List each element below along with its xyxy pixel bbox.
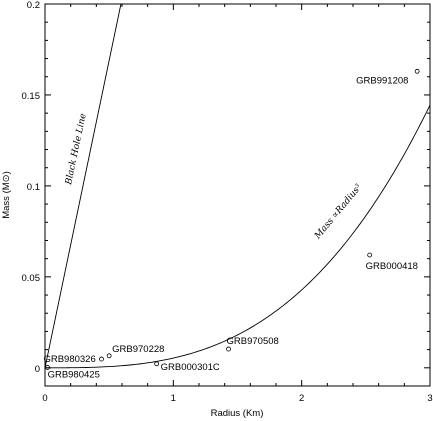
point-label: GRB980326 — [43, 354, 95, 365]
y-tick-label: 0.15 — [22, 91, 41, 102]
data-point — [99, 356, 104, 362]
black-hole-line — [44, 3, 122, 368]
x-axis-label: Radius (Km) — [211, 408, 264, 419]
point-label: GRB991208 — [356, 75, 408, 86]
data-point — [45, 365, 50, 370]
mass-radius-label: Mass ∝Radius³ — [312, 182, 364, 242]
x-tick-label: 1 — [171, 393, 176, 404]
point-label: GRB980425 — [48, 369, 100, 380]
y-axis-label: Mass (M⊙) — [1, 171, 12, 219]
point-label: GRB000418 — [366, 261, 418, 272]
data-point — [226, 346, 231, 352]
x-tick-label: 2 — [299, 393, 304, 404]
data-point — [106, 353, 112, 359]
y-tick-label: 0 — [35, 364, 40, 375]
y-tick-label: 0.2 — [27, 0, 40, 11]
data-point — [367, 252, 373, 258]
plot-frame — [44, 3, 431, 387]
y-tick-label: 0.1 — [27, 182, 40, 193]
point-label: GRB000301C — [161, 362, 220, 373]
point-label: GRB970508 — [227, 336, 279, 347]
point-label: GRB970228 — [112, 344, 164, 355]
x-tick-label: 3 — [427, 393, 432, 404]
cubic-curve — [45, 104, 431, 369]
x-tick-label: 0 — [42, 393, 47, 404]
data-point — [414, 68, 420, 74]
data-point — [154, 361, 160, 367]
y-tick-label: 0.05 — [22, 273, 41, 284]
